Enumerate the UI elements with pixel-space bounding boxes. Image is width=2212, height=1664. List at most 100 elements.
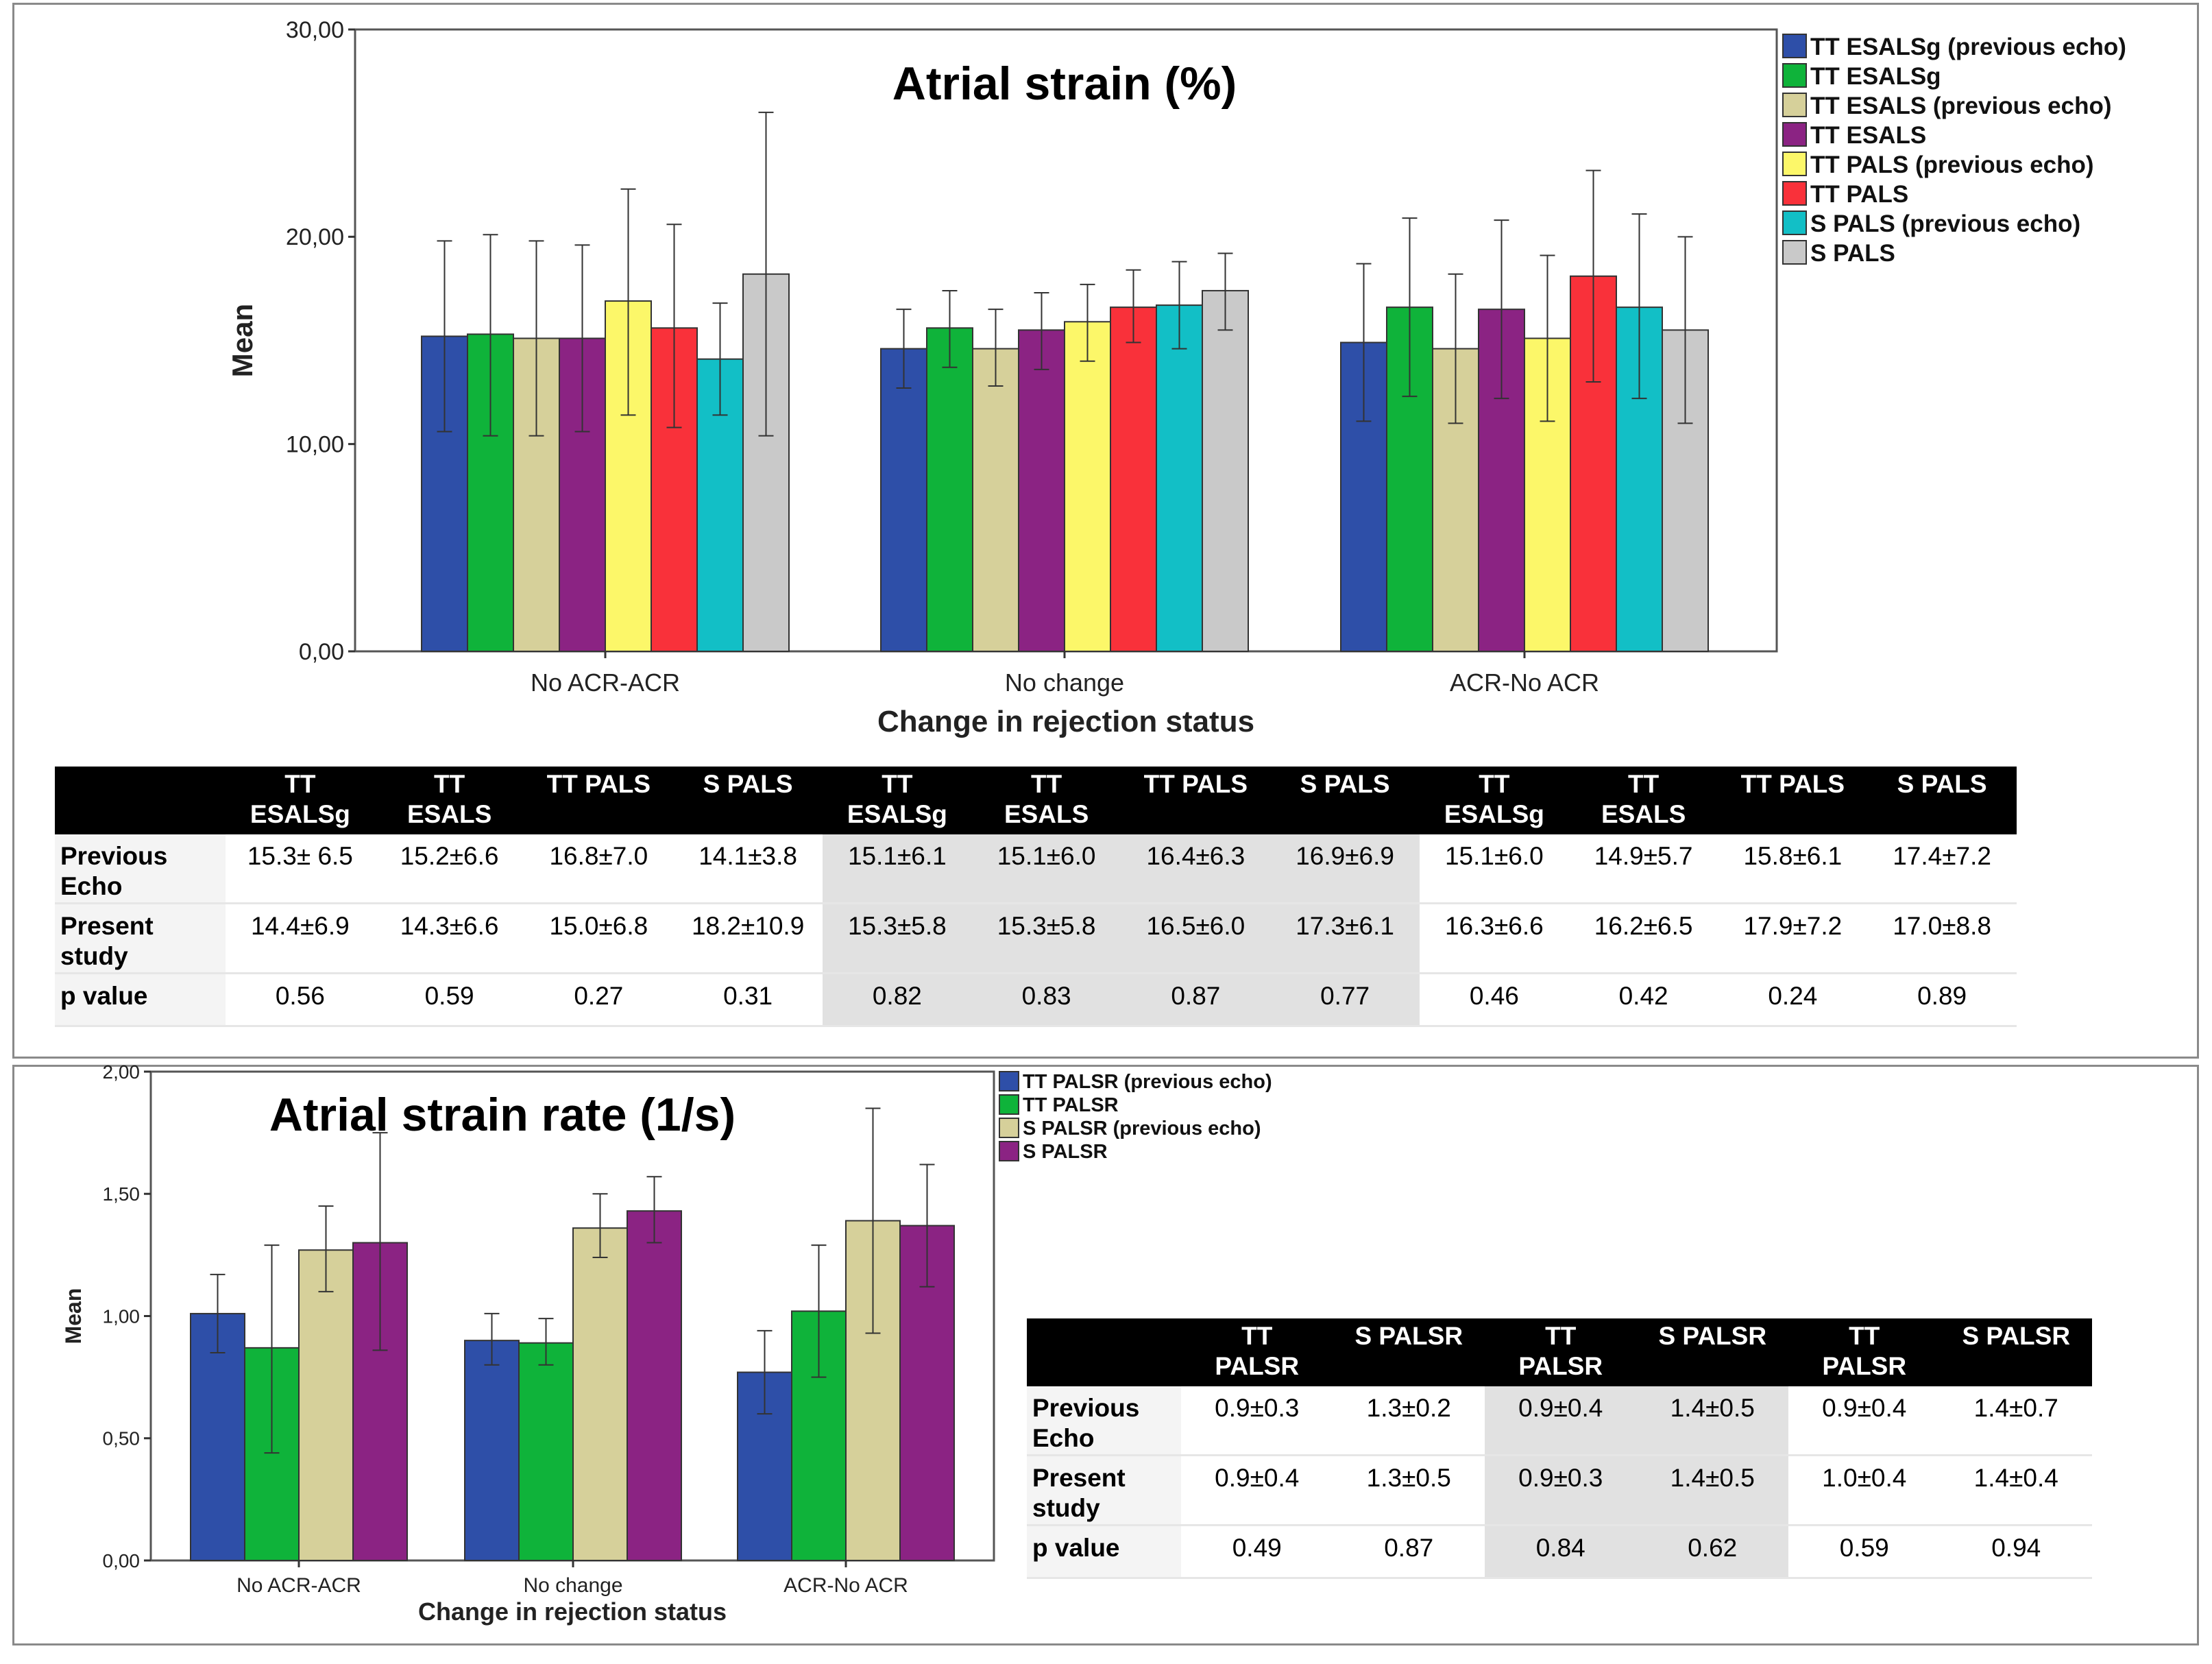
- bar: [1110, 306, 1157, 652]
- table-cell: 0.94: [1940, 1525, 2092, 1579]
- column-header: TT PALSR: [1788, 1318, 1941, 1386]
- legend-label: TT PALS (previous echo): [1810, 152, 2094, 178]
- table-cell: 15.3± 6.5: [226, 834, 375, 904]
- legend-swatch: [1782, 181, 1807, 206]
- table-cell: 0.56: [226, 973, 375, 1027]
- bar: [190, 1312, 245, 1561]
- bar: [627, 1210, 682, 1562]
- table-row: Previous Echo 0.9±0.3 1.3±0.2 0.9±0.4 1.4±0.…: [1027, 1386, 2092, 1456]
- y-tick-label: 30,00: [286, 17, 344, 43]
- column-header: TT ESALSg: [226, 767, 375, 834]
- x-tick-label: ACR-No ACR: [1450, 668, 1599, 697]
- table-cell: 15.3±5.8: [823, 903, 972, 974]
- legend-label: S PALS (previous echo): [1810, 210, 2080, 237]
- table-cell: 17.3±6.1: [1270, 903, 1420, 974]
- table-cell: 15.1±6.1: [823, 834, 972, 904]
- table-cell: 16.8±7.0: [524, 834, 674, 904]
- legend-label: S PALSR (previous echo): [1023, 1118, 1261, 1140]
- row-label: p value: [55, 973, 226, 1027]
- table-cell: 0.77: [1270, 973, 1420, 1027]
- column-header: TT ESALSg: [1420, 767, 1569, 834]
- x-tick-label: No change: [523, 1574, 622, 1597]
- table-cell: 0.27: [524, 973, 674, 1027]
- x-tick-label: No ACR-ACR: [236, 1574, 361, 1597]
- table-cell: 0.59: [374, 973, 524, 1027]
- column-header: TT PALSR: [1181, 1318, 1333, 1386]
- table-cell: 15.0±6.8: [524, 903, 674, 974]
- table-cell: 0.89: [1867, 973, 2017, 1027]
- table-cell: 1.3±0.2: [1333, 1386, 1485, 1456]
- y-axis-label: Mean: [226, 304, 258, 377]
- column-header: S PALS: [1270, 767, 1420, 834]
- table-row: Present study 0.9±0.4 1.3±0.5 0.9±0.3 1.4±0.…: [1027, 1455, 2092, 1526]
- x-axis-label: Change in rejection status: [877, 705, 1254, 738]
- legend-swatch: [1782, 34, 1807, 58]
- row-label: Present study: [1027, 1455, 1181, 1526]
- table-cell: 0.59: [1788, 1525, 1941, 1579]
- table-cell: 16.2±6.5: [1568, 903, 1718, 974]
- table-cell: 0.31: [673, 973, 823, 1027]
- bar: [880, 348, 927, 652]
- column-header: S PALS: [673, 767, 823, 834]
- legend-label: TT PALSR (previous echo): [1023, 1071, 1272, 1093]
- y-tick-label: 0,00: [103, 1550, 141, 1571]
- row-label: Previous Echo: [1027, 1386, 1181, 1456]
- bar: [298, 1249, 354, 1561]
- table-cell: 16.3±6.6: [1420, 903, 1569, 974]
- x-axis-label: Change in rejection status: [418, 1597, 727, 1626]
- chart-title: Atrial strain (%): [892, 58, 1237, 110]
- column-header: TT PALS: [524, 767, 674, 834]
- table-cell: 14.1±3.8: [673, 834, 823, 904]
- y-tick-label: 10,00: [286, 432, 344, 458]
- table-cell: 1.4±0.4: [1940, 1455, 2092, 1526]
- table-cell: 0.82: [823, 973, 972, 1027]
- legend-swatch: [1782, 210, 1807, 235]
- column-header: TT PALSR: [1485, 1318, 1637, 1386]
- legend-label: TT PALSR: [1023, 1094, 1119, 1116]
- legend-label: S PALSR: [1023, 1141, 1108, 1163]
- legend-swatch: [1782, 63, 1807, 88]
- column-header: TT PALS: [1718, 767, 1868, 834]
- table-cell: 1.3±0.5: [1333, 1455, 1485, 1526]
- legend-label: TT ESALSg (previous echo): [1810, 34, 2126, 60]
- y-tick-label: 0,50: [103, 1428, 141, 1449]
- table-cell: 1.0±0.4: [1788, 1455, 1941, 1526]
- table-cell: 17.9±7.2: [1718, 903, 1868, 974]
- table-cell: 0.42: [1568, 973, 1718, 1027]
- legend-label: TT ESALS (previous echo): [1810, 93, 2112, 119]
- legend-swatch: [999, 1071, 1019, 1092]
- column-header: S PALSR: [1333, 1318, 1485, 1386]
- table-cell: 0.87: [1121, 973, 1271, 1027]
- table-cell: 0.87: [1333, 1525, 1485, 1579]
- row-label: p value: [1027, 1525, 1181, 1579]
- table-cell: 1.4±0.5: [1636, 1386, 1788, 1456]
- bar: [1018, 329, 1065, 652]
- y-axis-label: Mean: [61, 1288, 86, 1345]
- y-tick-label: 0,00: [299, 639, 344, 665]
- column-header: S PALS: [1867, 767, 2017, 834]
- table-cell: 0.9±0.4: [1181, 1455, 1333, 1526]
- atrial-strain-table: TT ESALSg TT ESALS TT PALS S PALS TT ESALSg T…: [55, 767, 2017, 1027]
- legend-swatch: [1782, 152, 1807, 176]
- column-header: TT ESALS: [1568, 767, 1718, 834]
- table-cell: 0.9±0.3: [1485, 1455, 1637, 1526]
- column-header: TT ESALSg: [823, 767, 972, 834]
- atrial-strain-chart: 0,00 10,00 20,00 30,00 No ACR-ACR No change AC…: [226, 17, 2126, 738]
- legend-swatch: [999, 1094, 1019, 1115]
- bar: [926, 327, 973, 652]
- table-corner: [55, 767, 226, 834]
- bar: [518, 1342, 574, 1561]
- legend-swatch: [999, 1118, 1019, 1138]
- y-tick-label: 20,00: [286, 224, 344, 250]
- table-cell: 0.84: [1485, 1525, 1637, 1579]
- table-cell: 16.4±6.3: [1121, 834, 1271, 904]
- legend-label: S PALS: [1810, 240, 1895, 267]
- table-row: Present study 14.4±6.9 14.3±6.6 15.0±6.8 18.…: [55, 903, 2017, 974]
- atrial-strain-rate-chart: 0,00 0,50 1,00 1,50 2,00 No ACR-ACR No change A…: [61, 1065, 1272, 1626]
- table-cell: 14.3±6.6: [374, 903, 524, 974]
- table-cell: 0.24: [1718, 973, 1868, 1027]
- bar: [464, 1340, 520, 1561]
- legend-label: TT PALS: [1810, 181, 1908, 208]
- legend-swatch: [1782, 240, 1807, 265]
- table-cell: 1.4±0.5: [1636, 1455, 1788, 1526]
